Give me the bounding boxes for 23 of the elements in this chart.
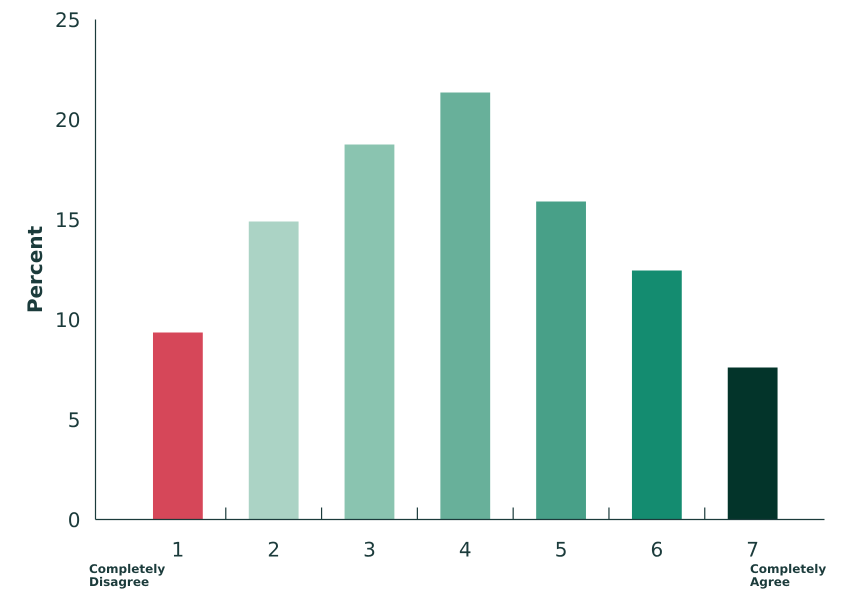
y-tick-label: 10 <box>55 308 81 332</box>
text: Completely Disagree <box>89 562 166 589</box>
x-tick-label: 4 <box>458 538 472 562</box>
x-tick-label: 7 <box>746 538 760 562</box>
bar <box>536 202 586 520</box>
x-tick-label: 5 <box>554 538 568 562</box>
y-tick-label: 15 <box>55 208 81 232</box>
bar <box>152 332 203 520</box>
y-tick-label: 20 <box>55 108 81 132</box>
text: Completely Agree <box>750 562 826 589</box>
bar <box>632 270 682 520</box>
y-tick-label: 5 <box>68 408 81 432</box>
x-tick-label: 1 <box>172 538 184 562</box>
bar <box>440 92 490 520</box>
y-tick-label: 0 <box>68 508 81 532</box>
y-tick-label: 25 <box>55 8 81 32</box>
bar <box>728 368 778 520</box>
bar <box>344 144 394 520</box>
bar <box>248 222 299 520</box>
x-tick-label: 6 <box>650 538 664 562</box>
x-tick-label: 2 <box>267 538 280 562</box>
x-tick-label: 3 <box>363 538 376 562</box>
y-axis-title: Percent <box>23 225 48 314</box>
